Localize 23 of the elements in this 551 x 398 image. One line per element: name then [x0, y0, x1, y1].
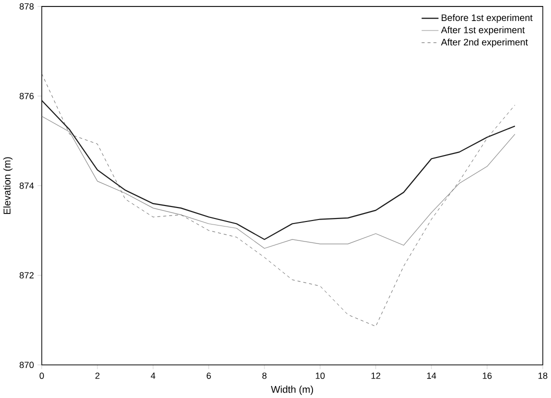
legend-label: After 1st experiment [441, 26, 525, 36]
line-series [42, 100, 516, 240]
legend-label: After 2nd experiment [441, 38, 528, 48]
y-tick-label: 878 [20, 3, 34, 10]
x-tick-label: 0 [40, 372, 44, 379]
line-series [42, 73, 516, 327]
line-series [42, 116, 516, 249]
x-tick-label: 8 [262, 372, 267, 379]
x-tick-label: 6 [206, 372, 211, 379]
x-tick-label: 12 [372, 372, 380, 379]
y-tick-label: 876 [20, 92, 34, 100]
x-tick-label: 2 [95, 372, 100, 379]
y-axis-title: Elevation (m) [3, 157, 12, 214]
legend-label: Before 1st experiment [442, 14, 533, 23]
y-tick-label: 872 [20, 272, 34, 278]
x-tick-label: 4 [150, 372, 156, 379]
y-tick-label: 870 [20, 362, 34, 368]
x-tick-label: 16 [482, 372, 492, 379]
y-tick-label: 874 [20, 182, 34, 189]
x-tick-label: 14 [427, 372, 436, 379]
x-tick-label: 10 [316, 372, 325, 379]
x-axis-title: Width (m) [270, 386, 314, 395]
x-tick-label: 18 [538, 372, 548, 379]
